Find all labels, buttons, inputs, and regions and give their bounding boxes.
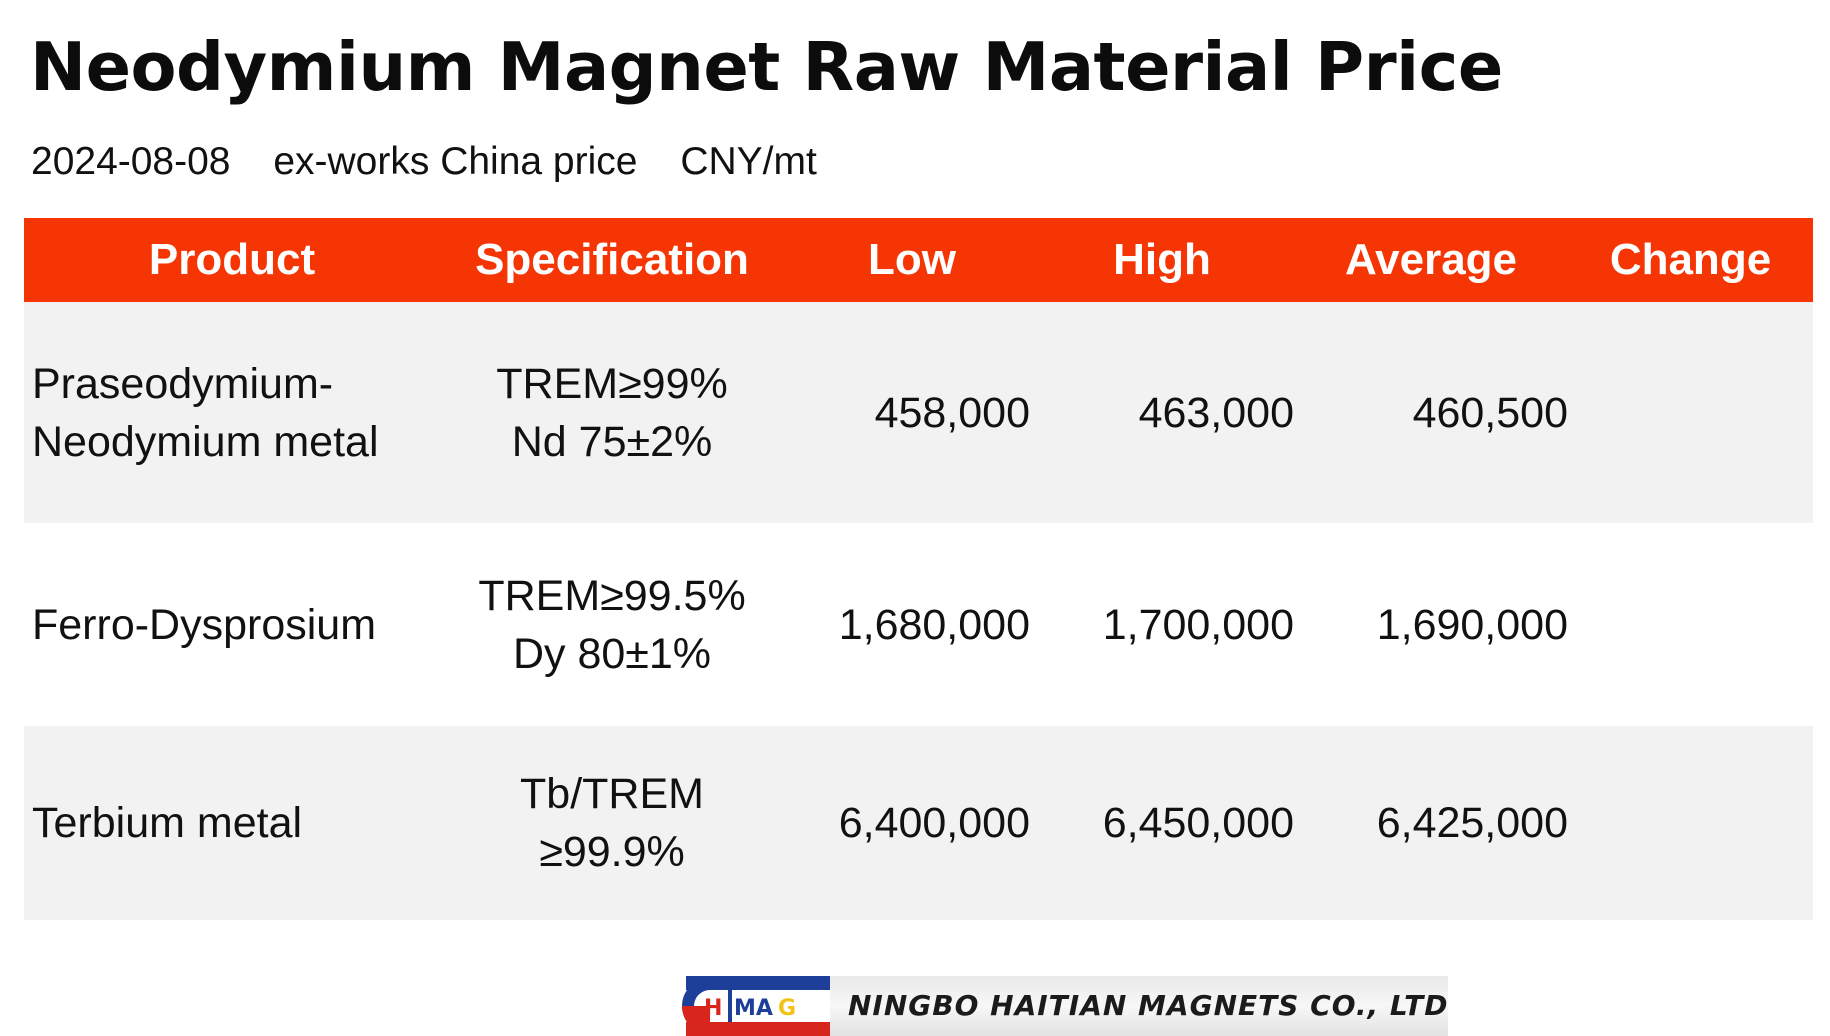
price-basis: ex-works China price: [273, 140, 638, 183]
high-price-cell: 1,700,000: [1102, 600, 1294, 649]
change-cell: [1568, 302, 1813, 523]
average-price-cell: 460,500: [1412, 388, 1568, 437]
specification-line: Dy 80±1%: [512, 629, 712, 678]
header-specification: Specification: [475, 235, 749, 284]
svg-text:H: H: [704, 996, 722, 1021]
product-name-line: Neodymium metal: [32, 417, 379, 466]
product-cell: Terbium metal: [32, 726, 432, 920]
specification-cell: TREM≥99.5% Dy 80±1%: [432, 523, 792, 726]
company-logo: H MA G NINGBO HAITIAN MAGNETS CO., LTD: [666, 976, 1448, 1036]
product-name-line: Ferro-Dysprosium: [32, 600, 377, 649]
product-cell: Ferro-Dysprosium: [32, 523, 432, 726]
page-title: Neodymium Magnet Raw Material Price: [30, 28, 1503, 106]
specification-line: Tb/TREM: [520, 770, 704, 818]
svg-text:MA: MA: [734, 996, 773, 1021]
header-change: Change: [1609, 235, 1772, 284]
table-header: Product Specification Low High Average C…: [24, 218, 1813, 302]
product-name-line: Praseodymium-: [32, 359, 334, 408]
price-subtitle: 2024-08-08 ex-works China price CNY/mt: [31, 140, 849, 184]
high-price-cell: 463,000: [1138, 388, 1294, 437]
htmag-logo-mark: H MA G: [666, 976, 830, 1036]
specification-cell: Tb/TREM ≥99.9%: [432, 726, 792, 920]
table-row: Terbium metal Tb/TREM ≥99.9% 6,400,000 6…: [24, 726, 1813, 920]
header-low: Low: [868, 235, 956, 284]
product-cell: Praseodymium- Neodymium metal: [32, 302, 432, 523]
low-price-cell: 458,000: [874, 388, 1030, 437]
header-average: Average: [1344, 235, 1518, 284]
header-high: High: [1113, 235, 1211, 284]
change-cell: [1568, 726, 1813, 920]
table-row: Ferro-Dysprosium TREM≥99.5% Dy 80±1% 1,6…: [24, 523, 1813, 726]
price-date: 2024-08-08: [31, 140, 231, 183]
price-table: Product Specification Low High Average C…: [24, 218, 1813, 920]
low-price-cell: 1,680,000: [838, 600, 1030, 649]
specification-line: TREM≥99%: [496, 359, 728, 408]
specification-line: ≥99.9%: [539, 828, 685, 876]
header-product: Product: [148, 235, 316, 284]
price-unit: CNY/mt: [680, 140, 817, 183]
specification-cell: TREM≥99% Nd 75±2%: [432, 302, 792, 523]
high-price-cell: 6,450,000: [1102, 799, 1294, 847]
table-row: Praseodymium- Neodymium metal TREM≥99% N…: [24, 302, 1813, 523]
svg-text:G: G: [778, 996, 796, 1021]
average-price-cell: 1,690,000: [1376, 600, 1568, 649]
specification-line: Nd 75±2%: [511, 417, 713, 466]
specification-line: TREM≥99.5%: [478, 571, 746, 620]
company-name: NINGBO HAITIAN MAGNETS CO., LTD: [848, 989, 1448, 1022]
low-price-cell: 6,400,000: [838, 799, 1030, 847]
product-name-line: Terbium metal: [32, 799, 303, 847]
change-cell: [1568, 523, 1813, 726]
average-price-cell: 6,425,000: [1376, 799, 1568, 847]
logo-stripe-blue: [686, 976, 830, 990]
logo-c-shape-red: [682, 1006, 710, 1034]
